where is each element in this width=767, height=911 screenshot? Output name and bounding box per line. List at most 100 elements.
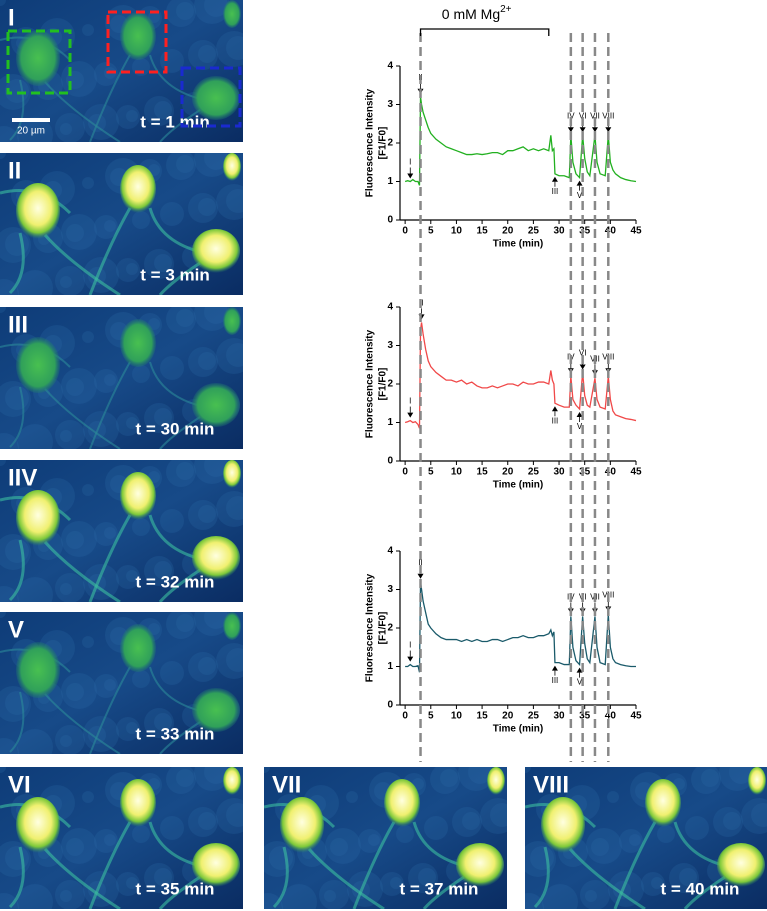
speckle bbox=[104, 374, 116, 386]
micrograph-content bbox=[0, 153, 243, 295]
x-axis-label: Time (min) bbox=[493, 480, 543, 491]
speckle bbox=[154, 713, 172, 731]
y-tick-label: 0 bbox=[387, 215, 393, 226]
speckle bbox=[61, 828, 97, 864]
cell bbox=[541, 797, 585, 853]
speckle bbox=[60, 735, 72, 747]
trace bbox=[405, 581, 636, 673]
cell bbox=[717, 843, 765, 887]
speckle bbox=[542, 884, 578, 909]
speckle bbox=[719, 767, 755, 791]
panel-label: II bbox=[8, 157, 21, 184]
speckle bbox=[430, 767, 460, 794]
speckle bbox=[126, 877, 138, 889]
speckle bbox=[55, 420, 85, 449]
speckle bbox=[607, 791, 619, 803]
speckle bbox=[216, 798, 243, 834]
speckle bbox=[226, 648, 243, 672]
annotation: III bbox=[552, 176, 558, 196]
speckle bbox=[440, 769, 458, 787]
neurite bbox=[89, 361, 131, 449]
speckle bbox=[17, 270, 53, 295]
speckle bbox=[66, 683, 84, 701]
panel-time: t = 30 min bbox=[136, 419, 215, 438]
neurite bbox=[8, 846, 25, 909]
speckle bbox=[198, 505, 216, 523]
speckle bbox=[264, 893, 283, 909]
speckle bbox=[104, 679, 116, 691]
speckle bbox=[490, 803, 507, 827]
speckle bbox=[194, 767, 230, 791]
speckle bbox=[116, 105, 140, 129]
speckle bbox=[116, 717, 140, 741]
y-axis-label: [F1/F0] bbox=[378, 127, 389, 160]
micrograph: IIV t = 32 min bbox=[0, 460, 243, 602]
panel-time: t = 1 min bbox=[140, 112, 209, 131]
speckle bbox=[61, 368, 97, 404]
x-tick-label: 40 bbox=[605, 226, 617, 237]
speckle bbox=[126, 570, 138, 582]
speckle bbox=[468, 767, 492, 784]
panel-label: III bbox=[8, 311, 28, 338]
annotation-arrow bbox=[407, 656, 414, 662]
x-tick-label: 15 bbox=[477, 711, 489, 722]
speckle bbox=[691, 767, 721, 794]
speckle bbox=[104, 834, 116, 846]
speckle bbox=[204, 0, 228, 17]
speckle bbox=[458, 767, 494, 791]
speckle bbox=[176, 769, 194, 787]
speckle bbox=[60, 123, 72, 135]
speckle bbox=[160, 816, 184, 840]
cell bbox=[16, 642, 60, 698]
y-tick-label: 2 bbox=[387, 623, 393, 634]
neurite bbox=[8, 232, 25, 295]
x-tick-label: 45 bbox=[630, 711, 642, 722]
cell bbox=[16, 490, 60, 546]
speckle bbox=[17, 884, 53, 909]
speckle bbox=[226, 496, 243, 520]
x-tick-label: 5 bbox=[428, 467, 434, 478]
cell bbox=[16, 337, 60, 393]
micrograph: II t = 3 min bbox=[0, 153, 243, 295]
speckle bbox=[0, 767, 6, 773]
speckle bbox=[324, 890, 336, 902]
speckle bbox=[216, 491, 243, 527]
speckle bbox=[204, 307, 228, 324]
neurite bbox=[8, 539, 25, 602]
speckle bbox=[396, 825, 414, 843]
speckle bbox=[751, 803, 767, 827]
x-tick-label: 25 bbox=[528, 226, 540, 237]
speckle bbox=[166, 0, 196, 27]
micrograph: It = 1 min 20 µm bbox=[0, 0, 243, 142]
neurite bbox=[9, 691, 25, 753]
annotation: III bbox=[552, 406, 558, 425]
panel-time: t = 40 min bbox=[661, 879, 740, 898]
panel-label: VI bbox=[8, 771, 31, 798]
y-tick-label: 2 bbox=[387, 379, 393, 390]
neurite bbox=[9, 79, 25, 141]
speckle bbox=[669, 863, 699, 893]
speckle bbox=[0, 460, 6, 466]
speckle bbox=[83, 104, 119, 140]
roi-box bbox=[106, 10, 168, 74]
y-axis-label: Fluorescence Intensity bbox=[365, 329, 376, 438]
x-tick-label: 10 bbox=[451, 226, 463, 237]
cell bbox=[223, 307, 241, 335]
annotation-label: I bbox=[409, 641, 411, 650]
speckle bbox=[132, 211, 150, 229]
stimulus-label: 0 mM Mg2+ bbox=[442, 4, 512, 22]
x-tick-label: 5 bbox=[428, 711, 434, 722]
y-tick-label: 0 bbox=[387, 700, 393, 711]
speckle bbox=[194, 0, 230, 24]
panel-label: I bbox=[8, 4, 15, 31]
speckle bbox=[269, 846, 293, 870]
speckle bbox=[198, 812, 216, 830]
speckle bbox=[0, 738, 19, 754]
speckle bbox=[176, 309, 194, 327]
micrograph-content bbox=[525, 767, 767, 909]
speckle bbox=[82, 636, 94, 648]
speckle bbox=[480, 798, 507, 834]
annotation-arrow bbox=[417, 573, 424, 579]
neurite bbox=[159, 109, 201, 142]
